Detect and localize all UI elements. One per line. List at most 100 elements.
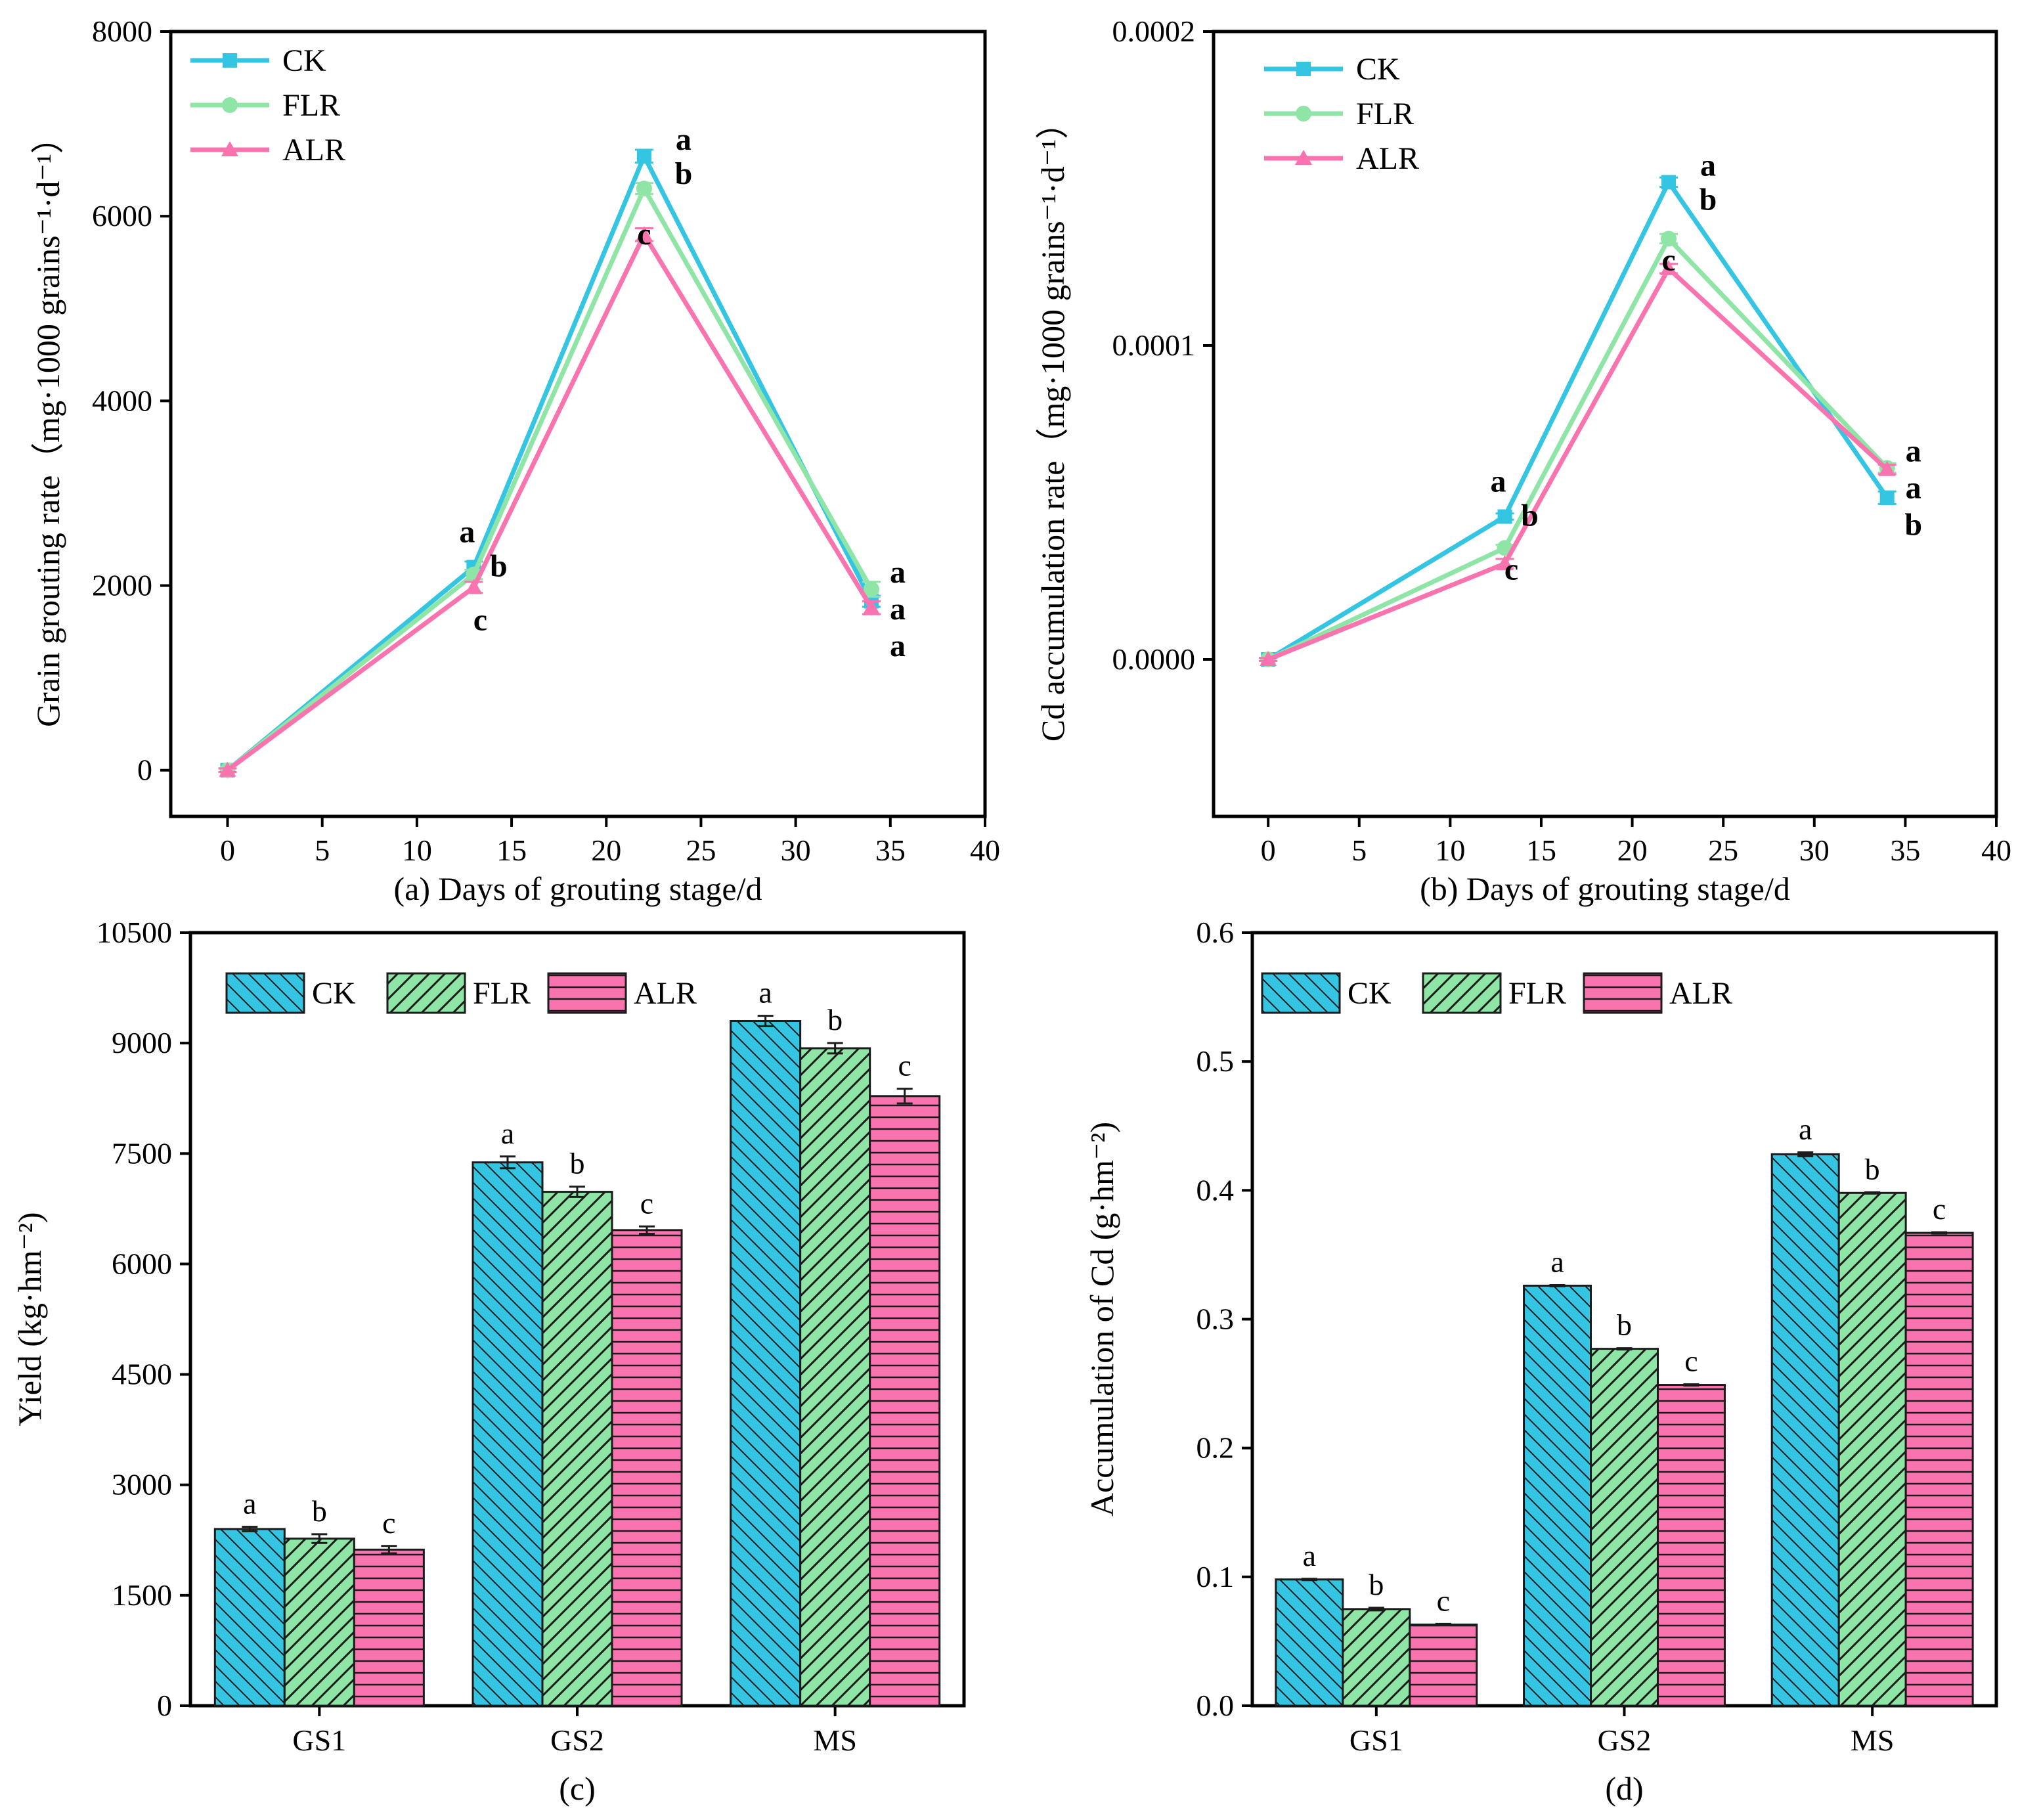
- bar-ck: [730, 1020, 802, 1707]
- significance-label: a: [758, 976, 772, 1010]
- legend-label-flr: FLR: [473, 976, 531, 1011]
- y-tick-label: 0.2: [1196, 1431, 1235, 1465]
- data-point: [1661, 231, 1677, 247]
- x-tick-label: 5: [1351, 833, 1367, 867]
- x-tick-label: 30: [1799, 833, 1830, 867]
- data-point: [862, 599, 880, 615]
- significance-label: b: [312, 1494, 327, 1528]
- bar-alr: [1904, 1232, 1974, 1707]
- y-tick-label: 8000: [92, 14, 152, 48]
- legend-label-ck: CK: [312, 976, 356, 1011]
- series-line-flr: [226, 186, 874, 772]
- significance-label: b: [1700, 182, 1717, 217]
- significance-label: a: [1906, 470, 1921, 505]
- significance-label: a: [676, 122, 691, 157]
- y-tick-label: 0.5: [1196, 1044, 1235, 1078]
- chart-panel-c: 0 1500 3000 4500 6000 7500 9000 10500 GS1 a b c GS2 a…: [11, 916, 966, 1807]
- y-tick-label: 10500: [97, 916, 172, 949]
- series-line-alr: [226, 232, 873, 772]
- y-tick-label: 1500: [112, 1578, 172, 1612]
- y-axis-label: Accumulation of Cd (g·hm⁻²): [1084, 1122, 1120, 1517]
- data-point: [863, 581, 879, 598]
- y-tick-label: 4000: [92, 384, 152, 417]
- series-line-flr: [1267, 236, 1889, 662]
- bar-alr: [1409, 1623, 1478, 1707]
- significance-label: c: [473, 602, 487, 637]
- data-point: [1660, 259, 1678, 275]
- legend-label-alr: ALR: [634, 976, 697, 1011]
- y-tick-label: 6000: [92, 199, 152, 233]
- x-tick-label: 15: [1526, 833, 1556, 867]
- significance-label: c: [1684, 1344, 1698, 1378]
- y-tick-label: 0: [137, 753, 152, 787]
- series-line-ck: [226, 154, 874, 772]
- x-tick-label: 20: [1617, 833, 1648, 867]
- plot-frame: [169, 30, 987, 818]
- legend-marker: [223, 53, 237, 68]
- legend-label-flr: FLR: [1356, 97, 1414, 131]
- y-tick-label: 0.0002: [1112, 14, 1196, 48]
- legend-label-ck: CK: [1356, 52, 1400, 87]
- x-tick-label: GS1: [292, 1723, 346, 1757]
- significance-label: b: [675, 156, 693, 191]
- y-tick-label: 9000: [112, 1026, 172, 1059]
- x-tick-label: MS: [1851, 1723, 1894, 1757]
- legend-marker: [1296, 62, 1311, 76]
- chart-panel-d: 0.0 0.1 0.2 0.3 0.4 0.5 0.6 GS1 a b c GS2 a b c MS a b c (d…: [1084, 916, 1998, 1807]
- significance-label: a: [243, 1487, 256, 1520]
- significance-label: b: [490, 548, 508, 583]
- bar-flr: [1837, 1191, 1907, 1707]
- x-tick-label: 5: [315, 833, 330, 867]
- data-point: [636, 181, 652, 196]
- significance-label: b: [1865, 1152, 1880, 1186]
- y-tick-label: 2000: [92, 569, 152, 602]
- x-axis-label: (c): [559, 1770, 596, 1807]
- x-tick-label: GS1: [1349, 1723, 1403, 1757]
- chart-panel-a: 0 2000 4000 6000 8000 0 5 10 15 20 25 30 35 40 (a) Day…: [30, 14, 1000, 907]
- x-axis-label: (b) Days of grouting stage/d: [1420, 870, 1790, 907]
- y-axis-label: Yield (kg·hm⁻²): [11, 1212, 48, 1426]
- legend-marker: [1296, 106, 1311, 122]
- x-tick-label: 35: [1890, 833, 1920, 867]
- data-point: [1260, 651, 1277, 666]
- y-tick-label: 0.0001: [1112, 328, 1196, 362]
- x-tick-label: 40: [970, 833, 1000, 867]
- legend-marker: [1295, 150, 1312, 165]
- x-tick-label: 0: [220, 833, 235, 867]
- bar-ck: [1523, 1284, 1592, 1707]
- legend-swatch-ck: [1261, 972, 1341, 1014]
- series-line-alr: [1267, 266, 1889, 662]
- legend-label-ck: CK: [282, 43, 326, 78]
- y-tick-label: 4500: [112, 1358, 172, 1391]
- significance-label: c: [1437, 1584, 1450, 1617]
- x-tick-label: 15: [496, 833, 527, 867]
- data-point: [219, 761, 236, 777]
- data-point: [636, 148, 651, 164]
- legend-label-alr: ALR: [1669, 976, 1732, 1011]
- y-axis-label: Grain grouting rate（mg·1000 grains⁻¹·d⁻¹…: [30, 121, 66, 727]
- y-tick-label: 3000: [112, 1468, 172, 1501]
- legend-label-flr: FLR: [1508, 976, 1566, 1011]
- significance-label: b: [570, 1147, 585, 1180]
- data-point: [1878, 460, 1896, 476]
- x-axis-label: (a) Days of grouting stage/d: [394, 870, 762, 907]
- plot-frame: [1212, 30, 1998, 818]
- legend-label-alr: ALR: [1356, 141, 1419, 176]
- bar-flr: [799, 1047, 871, 1707]
- legend-swatch-ck: [225, 972, 305, 1014]
- bar-alr: [353, 1548, 425, 1707]
- significance-label: b: [1521, 499, 1539, 533]
- significance-label: a: [890, 592, 906, 627]
- legend-swatch-alr: [1583, 972, 1663, 1014]
- significance-label: b: [1904, 507, 1922, 542]
- y-tick-label: 0.1: [1196, 1560, 1235, 1593]
- legend-swatch-alr: [547, 972, 627, 1014]
- y-axis-label: Cd accumulation rate（mg·1000 grains⁻¹·d⁻…: [1034, 106, 1071, 742]
- x-tick-label: GS2: [1598, 1723, 1652, 1757]
- significance-label: c: [1661, 242, 1675, 277]
- significance-label: a: [1303, 1539, 1316, 1572]
- legend-label-ck: CK: [1348, 976, 1392, 1011]
- significance-label: a: [1491, 464, 1506, 499]
- x-tick-label: MS: [813, 1723, 856, 1757]
- significance-label: b: [827, 1003, 843, 1036]
